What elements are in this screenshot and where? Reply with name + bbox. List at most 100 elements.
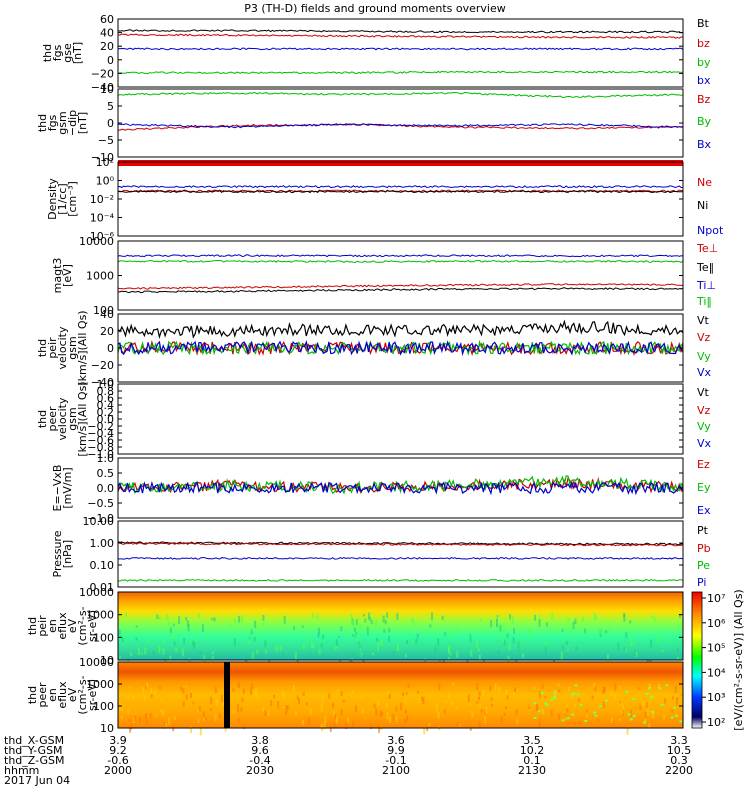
spectrogram-speckle bbox=[638, 687, 641, 690]
spectrogram-speckle bbox=[538, 690, 541, 699]
spectrogram-speckle bbox=[308, 717, 310, 726]
spectrogram-speckle bbox=[560, 651, 563, 660]
spectrogram-speckle bbox=[261, 622, 264, 626]
spectrogram-speckle bbox=[642, 700, 645, 707]
spectrogram-speckle bbox=[484, 716, 487, 724]
spectrogram-speckle bbox=[421, 696, 424, 702]
spectrogram-speckle bbox=[533, 702, 537, 705]
panel-peer_velocity: 1.00.80.60.40.20.0−0.2−0.4−0.6−0.8−1.0 th… bbox=[36, 378, 712, 461]
spectrogram-speckle bbox=[189, 640, 192, 644]
spectrogram-speckle bbox=[594, 686, 597, 692]
spectrogram-speckle bbox=[476, 640, 479, 649]
spectrogram-speckle bbox=[630, 642, 633, 647]
y-axis-label: gse bbox=[61, 43, 74, 63]
spectrogram-speckle bbox=[262, 707, 264, 712]
series-line-Ti‖ bbox=[117, 259, 684, 263]
series-line-Pt bbox=[117, 541, 684, 546]
spectrogram-speckle bbox=[172, 623, 175, 627]
spectrogram-speckle bbox=[574, 618, 577, 625]
spectrogram-speckle bbox=[619, 701, 622, 704]
spectrogram-speckle bbox=[553, 691, 557, 694]
spectrogram-speckle bbox=[211, 656, 214, 661]
footer-value: 9.9 bbox=[387, 744, 405, 757]
y-tick-label: 0.5 bbox=[97, 467, 115, 480]
mode-bar bbox=[118, 160, 683, 166]
spectrogram-speckle bbox=[335, 639, 338, 647]
spectrogram-speckle bbox=[656, 636, 659, 643]
spectrogram-speckle bbox=[448, 647, 450, 654]
spectrogram-speckle bbox=[676, 647, 679, 653]
spectrogram-speckle bbox=[594, 714, 598, 717]
spectrogram-speckle bbox=[137, 648, 140, 656]
y-tick-label: −0.6 bbox=[87, 434, 114, 447]
spectrogram-speckle bbox=[402, 692, 404, 697]
spectrogram-speckle bbox=[250, 687, 252, 695]
spectrogram-speckle bbox=[119, 656, 121, 659]
figure-title: P3 (TH-D) fields and ground moments over… bbox=[244, 2, 506, 15]
y-axis-label: en bbox=[46, 619, 59, 633]
spectrogram-speckle bbox=[347, 717, 350, 723]
spectrogram-speckle bbox=[211, 618, 214, 621]
spectrogram-speckle bbox=[396, 612, 399, 620]
spectrogram-speckle bbox=[146, 637, 149, 642]
spectrogram-speckle bbox=[345, 721, 348, 729]
series-line-Te⊥ bbox=[117, 283, 684, 290]
y-axis-label: gsm bbox=[66, 336, 79, 359]
spectrogram-speckle bbox=[215, 699, 218, 706]
spectrogram-speckle bbox=[149, 713, 152, 719]
spectrogram-speckle bbox=[411, 617, 414, 623]
spectrogram-speckle bbox=[121, 637, 124, 642]
spectrogram-speckle bbox=[144, 686, 147, 689]
spectrogram-speckle bbox=[165, 723, 168, 727]
spectrogram-speckle bbox=[359, 647, 362, 652]
spectrogram-speckle bbox=[507, 655, 510, 663]
spectrogram-speckle bbox=[301, 625, 304, 628]
spectrogram-speckle bbox=[623, 614, 626, 622]
spectrogram-speckle bbox=[586, 714, 589, 718]
spectrogram-speckle bbox=[514, 687, 517, 693]
series-line-Ni bbox=[117, 190, 683, 194]
spectrogram-speckle bbox=[135, 637, 138, 641]
spectrogram-speckle bbox=[651, 711, 655, 713]
spectrogram-speckle bbox=[445, 699, 448, 703]
spectrogram-speckle bbox=[675, 714, 678, 717]
spectrogram-speckle bbox=[645, 692, 649, 695]
spectrogram-speckle bbox=[426, 727, 429, 732]
series-line-Pe bbox=[117, 578, 684, 582]
spectrogram-speckle bbox=[664, 637, 667, 641]
spectrogram-speckle bbox=[517, 649, 520, 652]
spectrogram-speckle bbox=[312, 644, 315, 649]
spectrogram-speckle bbox=[202, 711, 205, 718]
spectrogram-speckle bbox=[501, 634, 503, 637]
spectrogram-speckle bbox=[457, 722, 460, 727]
spectrogram-speckle bbox=[385, 703, 388, 707]
spectrogram-speckle bbox=[551, 612, 554, 620]
spectrogram-speckle bbox=[338, 635, 340, 639]
spectrogram-speckle bbox=[187, 624, 190, 632]
legend-Ey: Ey bbox=[697, 481, 711, 494]
spectrogram-speckle bbox=[370, 725, 372, 729]
y-axis-label: [mV/m] bbox=[61, 467, 74, 508]
spectrogram-speckle bbox=[437, 711, 440, 719]
spectrogram-speckle bbox=[388, 628, 391, 633]
spectrogram-speckle bbox=[574, 721, 577, 725]
spectrogram-speckle bbox=[571, 695, 574, 700]
spectrogram-speckle bbox=[593, 613, 596, 621]
spectrogram-speckle bbox=[434, 647, 437, 652]
spectrogram-speckle bbox=[480, 619, 482, 622]
spectrogram-speckle bbox=[677, 656, 679, 661]
spectrogram-speckle bbox=[428, 723, 431, 727]
spectrogram-speckle bbox=[632, 697, 636, 700]
legend-Ti⊥: Ti⊥ bbox=[696, 279, 716, 292]
y-axis-label: [nT] bbox=[71, 42, 84, 64]
spectrogram-speckle bbox=[540, 691, 544, 694]
panel-pressure: 10.00 1.00 0.10 0.01 Pressure[nPa] Pt Pb Pe Pi bbox=[51, 515, 711, 594]
spectrogram-speckle bbox=[476, 682, 479, 691]
spectrogram-speckle bbox=[285, 705, 288, 713]
y-axis-label: [km/s](All Qs) bbox=[76, 381, 89, 456]
panel-frame bbox=[117, 240, 684, 311]
spectrogram-speckle bbox=[270, 700, 273, 707]
spectrogram-speckle bbox=[629, 620, 632, 624]
spectrogram-speckle bbox=[630, 640, 633, 645]
spectrogram-speckle bbox=[678, 614, 681, 618]
